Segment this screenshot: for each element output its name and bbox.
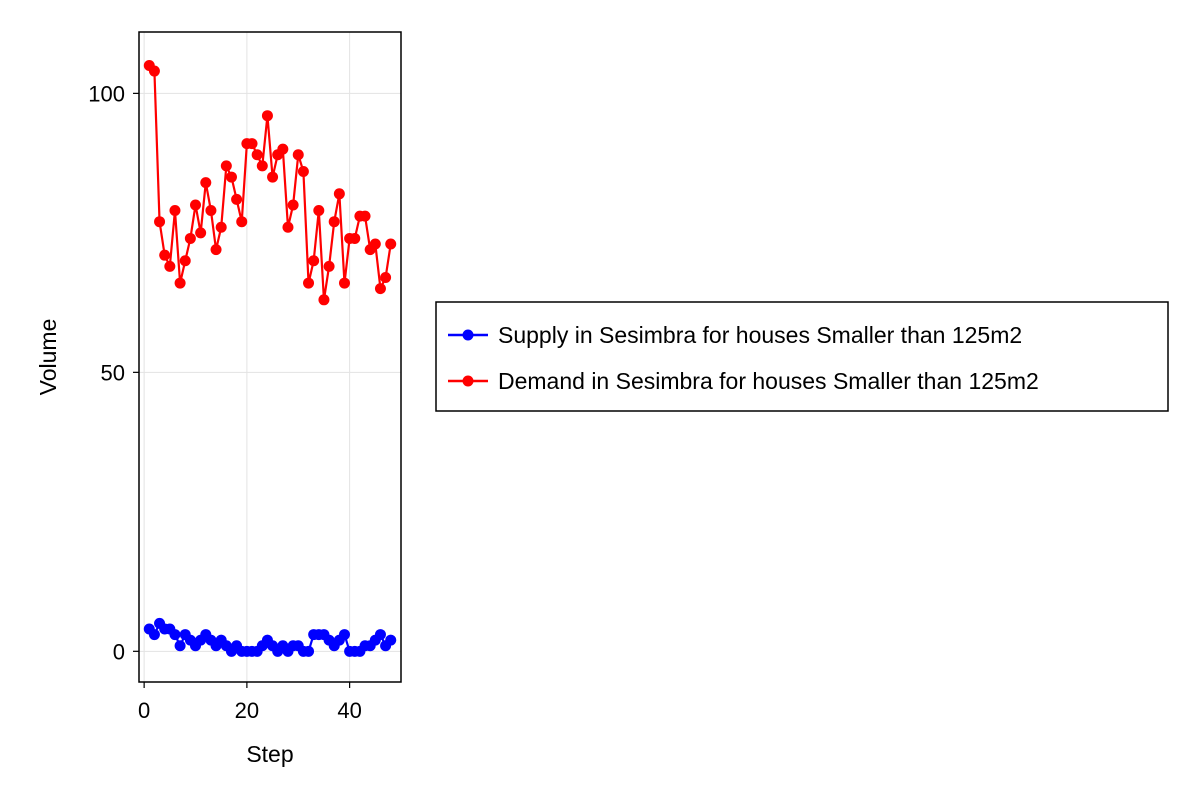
data-point-demand — [359, 210, 371, 222]
data-point-demand — [148, 65, 160, 77]
data-point-supply — [169, 629, 181, 641]
data-point-demand — [385, 238, 397, 250]
data-point-demand — [277, 143, 289, 155]
data-point-demand — [236, 216, 248, 228]
data-point-supply — [374, 629, 386, 641]
data-point-supply — [303, 645, 315, 657]
plot-frame — [138, 31, 402, 683]
data-point-demand — [303, 277, 315, 289]
legend-marker-supply — [462, 329, 474, 341]
data-point-demand — [287, 199, 299, 211]
data-point-demand — [308, 255, 320, 267]
data-point-demand — [200, 177, 212, 189]
data-point-demand — [256, 160, 268, 172]
data-point-demand — [174, 277, 186, 289]
data-point-demand — [246, 138, 258, 150]
data-point-demand — [205, 205, 217, 217]
data-point-demand — [169, 205, 181, 217]
data-point-demand — [225, 171, 237, 183]
data-point-demand — [313, 205, 325, 217]
data-point-supply — [385, 634, 397, 646]
data-point-demand — [328, 216, 340, 228]
data-point-demand — [179, 255, 191, 267]
data-point-demand — [318, 294, 330, 306]
data-point-demand — [210, 244, 222, 256]
data-point-demand — [215, 221, 227, 233]
data-point-demand — [159, 249, 171, 261]
data-point-demand — [190, 199, 202, 211]
data-point-demand — [349, 232, 361, 244]
data-point-demand — [297, 165, 309, 177]
y-axis-label: Volume — [35, 319, 61, 396]
data-point-demand — [374, 283, 386, 295]
data-point-demand — [338, 277, 350, 289]
data-point-demand — [267, 171, 279, 183]
x-tick-label: 20 — [235, 698, 259, 723]
data-point-supply — [148, 629, 160, 641]
y-tick-label: 50 — [101, 360, 125, 385]
legend: Supply in Sesimbra for houses Smaller th… — [435, 301, 1169, 412]
data-point-demand — [231, 193, 243, 205]
legend-marker-demand — [462, 375, 474, 387]
data-point-demand — [184, 232, 196, 244]
data-point-demand — [154, 216, 166, 228]
y-tick-label: 0 — [113, 639, 125, 664]
data-point-demand — [195, 227, 207, 239]
legend-label-demand: Demand in Sesimbra for houses Smaller th… — [498, 368, 1039, 394]
data-point-demand — [251, 149, 263, 161]
grid-lines — [139, 32, 401, 682]
data-point-demand — [164, 260, 176, 272]
x-tick-label: 0 — [138, 698, 150, 723]
series-layer — [143, 59, 397, 657]
data-point-demand — [369, 238, 381, 250]
data-point-demand — [220, 160, 232, 172]
legend-label-supply: Supply in Sesimbra for houses Smaller th… — [498, 322, 1022, 348]
data-point-demand — [323, 260, 335, 272]
data-point-supply — [174, 640, 186, 652]
data-point-demand — [333, 188, 345, 200]
legend-box — [435, 301, 1169, 412]
x-tick-label: 40 — [337, 698, 361, 723]
data-point-demand — [282, 221, 294, 233]
y-tick-label: 100 — [88, 81, 125, 106]
data-point-demand — [292, 149, 304, 161]
data-point-supply — [338, 629, 350, 641]
data-point-demand — [380, 271, 392, 283]
x-axis-label: Step — [246, 741, 293, 767]
data-point-demand — [261, 110, 273, 122]
axis-ticks: 0 20 40 0 50 100 — [88, 81, 362, 723]
